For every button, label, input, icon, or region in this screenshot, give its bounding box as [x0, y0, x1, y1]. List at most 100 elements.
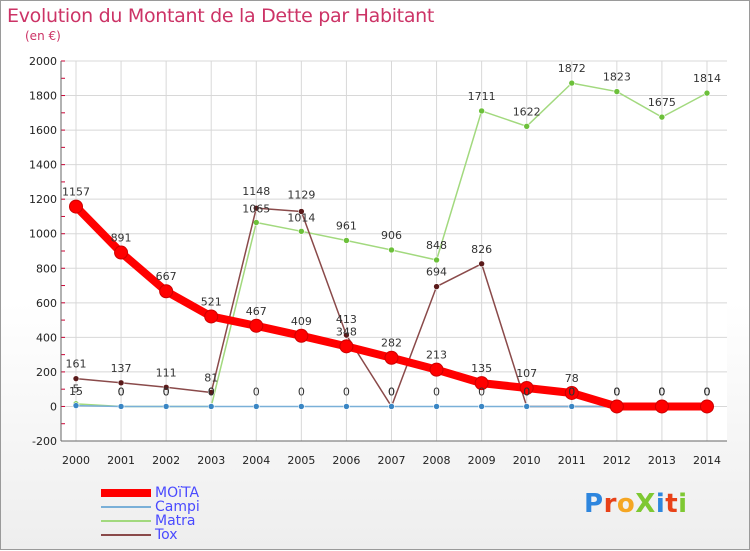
y-tick-label: 200 — [36, 366, 57, 379]
series-campi-data-label: 0 — [568, 385, 575, 398]
series-matra-data-label: 1872 — [558, 62, 586, 75]
series-moita-data-label: 0 — [703, 385, 710, 398]
logo-letter: i — [678, 489, 688, 519]
series-matra-data-label: 1814 — [693, 72, 721, 85]
x-tick-label: 2003 — [197, 454, 225, 467]
legend-item-campi: Campi — [101, 500, 200, 514]
series-matra-point — [343, 237, 350, 244]
series-matra-data-label: 1065 — [242, 203, 270, 216]
series-matra-point — [658, 113, 666, 121]
y-tick-label: -200 — [32, 435, 57, 448]
logo-letter: P — [584, 489, 604, 519]
series-matra-data-label: 848 — [426, 239, 447, 252]
series-campi-data-label: 0 — [208, 385, 215, 398]
series-moita-point — [69, 199, 83, 214]
x-tick-label: 2006 — [332, 454, 360, 467]
x-tick-label: 2008 — [423, 454, 451, 467]
series-tox-point — [162, 383, 170, 391]
series-tox-data-label: 0 — [613, 385, 620, 398]
x-tick-label: 2001 — [107, 454, 135, 467]
series-campi-point — [568, 403, 576, 410]
series-campi-data-label: 0 — [478, 385, 485, 398]
series-campi-point — [207, 403, 215, 410]
legend-label-campi: Campi — [155, 499, 200, 515]
series-tox-point — [433, 283, 440, 290]
y-tick-label: 1200 — [29, 193, 57, 206]
series-moita-point — [339, 339, 354, 354]
series-tox-data-label: 0 — [658, 385, 665, 398]
series-campi-data-label: 0 — [343, 385, 350, 398]
series-campi-point — [252, 403, 260, 410]
series-matra-data-label: 961 — [336, 219, 357, 232]
series-moita-data-label: 282 — [381, 337, 402, 350]
series-tox-data-label: 826 — [471, 243, 492, 256]
series-campi-point — [523, 403, 531, 410]
series-moita-point — [699, 399, 714, 414]
series-tox-data-label: 0 — [703, 385, 710, 398]
x-tick-label: 2014 — [693, 454, 721, 467]
y-tick-label: 400 — [36, 331, 57, 344]
series-matra-data-label: 1675 — [648, 96, 676, 109]
series-moita-data-label: 0 — [613, 385, 620, 398]
legend-label-matra: Matra — [155, 513, 196, 529]
y-axis-unit: (en €) — [25, 29, 61, 43]
series-tox-data-label: 1129 — [287, 188, 315, 201]
series-moita-point — [519, 380, 534, 395]
series-tox-data-label: 137 — [111, 362, 132, 375]
series-moita-group — [69, 199, 714, 414]
series-tox-data-label: 413 — [336, 313, 357, 326]
series-moita-data-label: 467 — [246, 305, 267, 318]
y-tick-label: 0 — [50, 400, 57, 413]
legend-swatch-matra — [101, 520, 151, 522]
series-tox-data-label: 81 — [204, 371, 218, 384]
series-tox-point — [298, 208, 305, 215]
series-tox-data-label: 0 — [568, 385, 575, 398]
x-tick-label: 2012 — [603, 454, 631, 467]
series-campi-point — [162, 403, 170, 410]
series-tox-point — [478, 260, 485, 268]
series-matra-point — [252, 219, 260, 226]
x-tick-label: 2010 — [513, 454, 541, 467]
x-tick-label: 2005 — [287, 454, 315, 467]
x-tick-label: 2004 — [242, 454, 270, 467]
legend: MOïTA Campi Matra Tox — [101, 486, 200, 542]
series-matra-point — [478, 107, 485, 115]
series-moita-point — [384, 350, 399, 365]
series-campi-point — [433, 403, 440, 410]
series-campi-data-label: 0 — [433, 385, 440, 398]
series-campi-data-label: 0 — [118, 385, 125, 398]
logo-letter: o — [616, 489, 636, 519]
x-tick-label: 2007 — [377, 454, 405, 467]
legend-swatch-tox — [101, 534, 151, 536]
series-tox-point — [252, 204, 260, 212]
series-matra-point — [298, 228, 305, 235]
series-moita-point — [114, 245, 129, 260]
series-matra-point — [433, 256, 440, 264]
series-moita-point — [204, 309, 219, 324]
series-moita-data-label: 409 — [291, 315, 312, 328]
series-matra-data-label: 1823 — [603, 71, 631, 84]
series-campi-point — [478, 403, 485, 410]
series-moita-data-label: 1157 — [62, 186, 90, 199]
x-tick-label: 2009 — [468, 454, 496, 467]
series-campi-data-label: 0 — [523, 385, 530, 398]
y-tick-label: 1800 — [29, 90, 57, 103]
x-tick-label: 2000 — [62, 454, 90, 467]
series-tox-data-label: 0 — [523, 385, 530, 398]
series-matra-point — [388, 246, 395, 254]
y-tick-label: 600 — [36, 297, 57, 310]
series-campi-data-label: 0 — [703, 385, 710, 398]
series-matra-data-label: 906 — [381, 229, 402, 242]
y-tick-label: 800 — [36, 262, 57, 275]
series-moita-point — [249, 318, 264, 333]
proxiti-logo: ProXiti — [584, 489, 688, 519]
y-tick-label: 1600 — [29, 124, 57, 137]
legend-item-moita: MOïTA — [101, 486, 200, 500]
series-matra-data-label: 0 — [118, 385, 125, 398]
legend-label-moita: MOïTA — [155, 485, 200, 501]
series-campi-data-label: 0 — [298, 385, 305, 398]
series-matra-data-label: 1622 — [513, 105, 541, 118]
series-moita-data-label: 521 — [201, 295, 222, 308]
